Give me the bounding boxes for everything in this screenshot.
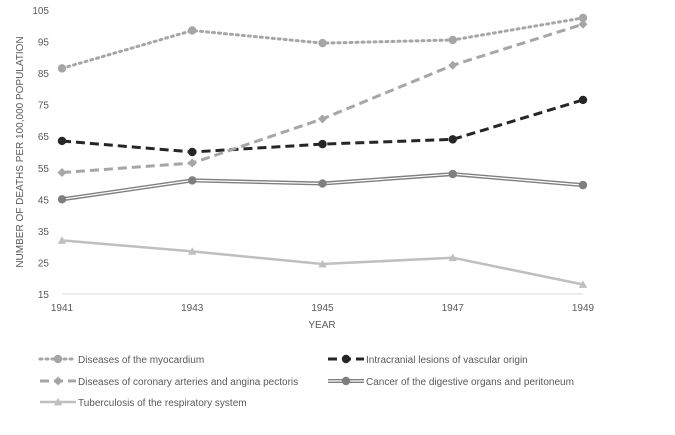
data-point	[188, 247, 197, 255]
y-axis-title: NUMBER OF DEATHS PER 100,000 POPULATION	[15, 36, 26, 267]
data-point	[318, 179, 327, 188]
data-point	[318, 38, 327, 48]
series-line	[61, 98, 584, 154]
data-point	[53, 354, 63, 364]
data-point	[448, 60, 458, 70]
data-point	[188, 176, 197, 185]
legend: Diseases of the myocardium Intracranial l…	[38, 354, 574, 409]
data-point	[318, 139, 327, 149]
legend-label: Cancer of the digestive organs and perit…	[366, 377, 574, 388]
series-cancer-of-the-digestive-organs-and-peritoneum	[57, 169, 588, 204]
y-tick-label: 75	[38, 101, 50, 112]
legend-label: Intracranial lesions of vascular origin	[366, 355, 528, 366]
legend-label: Tuberculosis of the respiratory system	[78, 398, 247, 409]
legend-item: Diseases of coronary arteries and angina…	[40, 376, 298, 388]
y-tick-label: 105	[32, 6, 49, 17]
series-diseases-of-coronary-arteries-and-angina-pectoris	[57, 19, 588, 178]
y-tick-label: 15	[38, 290, 50, 301]
legend-item: Tuberculosis of the respiratory system	[40, 397, 247, 409]
data-point	[578, 13, 588, 23]
data-point	[53, 397, 63, 406]
series-tuberculosis-of-the-respiratory-system	[57, 236, 588, 288]
data-point	[57, 195, 67, 204]
data-point	[341, 354, 351, 364]
data-point	[57, 168, 67, 178]
legend-item: Intracranial lesions of vascular origin	[328, 354, 528, 366]
data-point	[188, 147, 197, 157]
data-point	[53, 376, 63, 386]
legend-label: Diseases of coronary arteries and angina…	[78, 377, 298, 388]
data-point	[578, 280, 588, 288]
data-point	[318, 114, 327, 124]
x-tick-label: 1945	[311, 303, 334, 314]
data-point	[188, 26, 197, 35]
y-tick-label: 85	[38, 69, 50, 80]
series-intracranial-lesions-of-vascular-origin	[57, 95, 588, 157]
data-point	[318, 259, 327, 268]
x-tick-label: 1941	[51, 303, 74, 314]
y-tick-label: 55	[38, 164, 50, 175]
data-point	[57, 64, 67, 73]
x-axis-title: YEAR	[308, 320, 335, 331]
data-point	[578, 19, 588, 29]
y-axis-ticks: 15 25 35 45 55 65 75 85 95 105	[32, 6, 49, 301]
x-axis-ticks: 1941 1943 1945 1947 1949	[51, 303, 595, 314]
data-point	[187, 158, 197, 168]
y-tick-label: 95	[38, 38, 50, 49]
legend-item: Diseases of the myocardium	[38, 354, 204, 366]
x-tick-label: 1949	[572, 303, 595, 314]
data-point	[448, 135, 457, 144]
data-point	[57, 136, 67, 146]
data-point	[57, 236, 67, 244]
data-point	[578, 180, 588, 190]
y-tick-label: 35	[38, 227, 50, 238]
data-point	[448, 169, 457, 179]
x-tick-label: 1943	[181, 303, 204, 314]
series-diseases-of-the-myocardium	[57, 13, 588, 73]
data-point	[578, 95, 588, 105]
legend-label: Diseases of the myocardium	[78, 355, 204, 366]
data-point	[341, 376, 351, 386]
y-tick-label: 65	[38, 132, 50, 143]
data-point	[448, 253, 457, 262]
y-tick-label: 45	[38, 195, 50, 206]
x-tick-label: 1947	[442, 303, 465, 314]
data-point	[448, 35, 457, 45]
series-layer	[57, 13, 588, 288]
legend-item: Cancer of the digestive organs and perit…	[328, 376, 574, 388]
y-tick-label: 25	[38, 258, 50, 269]
